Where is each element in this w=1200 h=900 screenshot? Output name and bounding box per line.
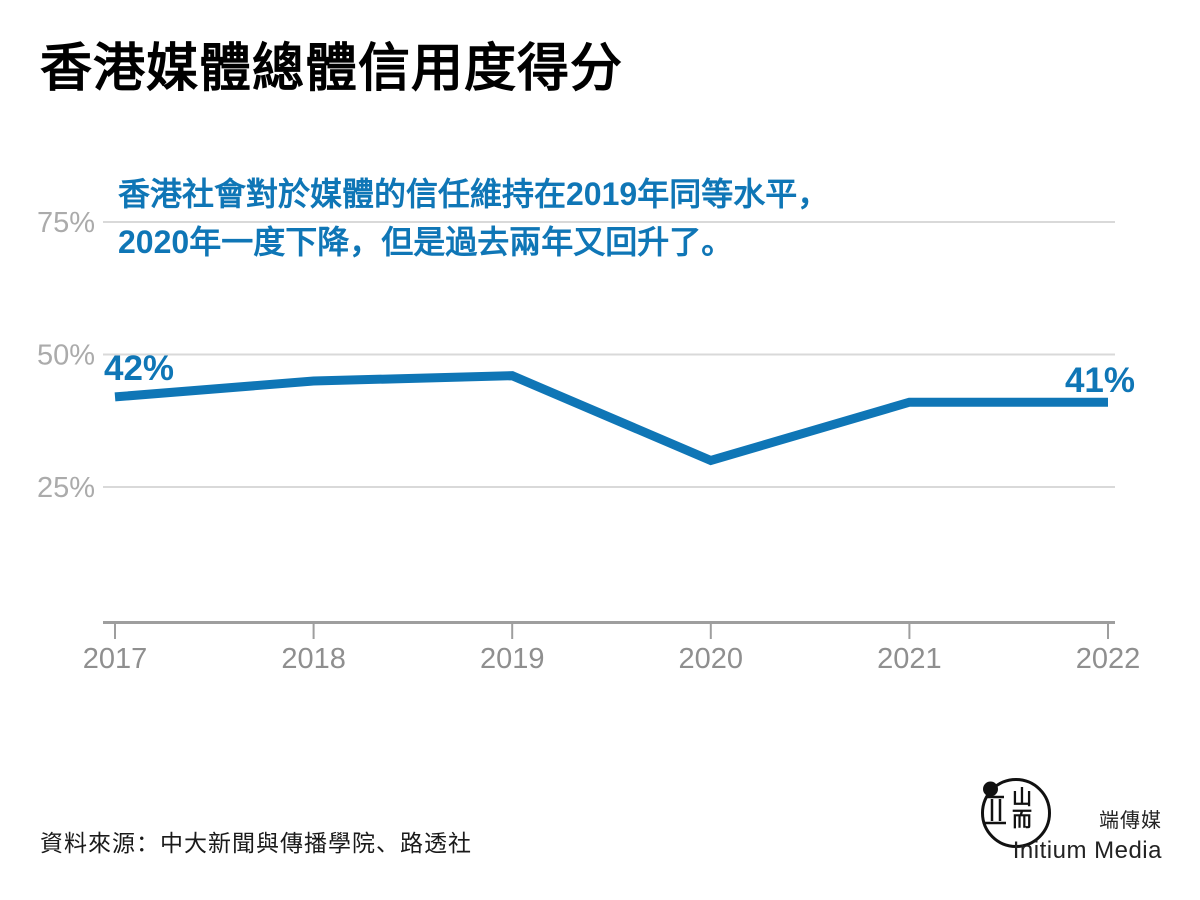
chart-title: 香港媒體總體信用度得分 bbox=[40, 40, 624, 98]
y-tick-label-50: 50% bbox=[37, 340, 95, 372]
logo-shan-glyph-icon: 山 bbox=[1012, 786, 1032, 809]
annotation-line-1: 香港社會對於媒體的信任維持在2019年同等水平， bbox=[118, 176, 830, 212]
x-tick-label-2020: 2020 bbox=[679, 643, 744, 675]
data-label-2022: 41% bbox=[1065, 361, 1135, 400]
y-tick-label-75: 75% bbox=[37, 207, 95, 239]
logo-name-zh: 端傳媒 bbox=[1099, 810, 1162, 832]
gridlines bbox=[103, 221, 1115, 488]
y-axis-labels: 75% 50% 25% bbox=[37, 207, 95, 504]
chart-annotation: 香港社會對於媒體的信任維持在2019年同等水平， 2020年一度下降，但是過去兩… bbox=[118, 170, 878, 266]
logo-name-en: Initium Media bbox=[1012, 837, 1162, 864]
trust-trend-line bbox=[114, 371, 1108, 466]
logo-er-glyph-icon: 而 bbox=[1012, 809, 1032, 831]
logo-li-glyph-icon bbox=[984, 795, 1006, 825]
logo-circle-icon bbox=[981, 778, 1051, 848]
logo-dot-icon bbox=[983, 781, 998, 797]
annotation-line-2: 2020年一度下降，但是過去兩年又回升了。 bbox=[118, 224, 734, 260]
x-tick-label-2019: 2019 bbox=[480, 643, 545, 675]
x-tick-label-2018: 2018 bbox=[281, 643, 346, 675]
x-tick-label-2021: 2021 bbox=[877, 643, 942, 675]
y-tick-label-25: 25% bbox=[37, 472, 95, 504]
logo-wordmark: 端傳媒 Initium Media bbox=[1013, 804, 1162, 865]
source-note: 資料來源：中大新聞與傳播學院、路透社 bbox=[40, 830, 472, 856]
initium-logo-icon: 山 而 bbox=[981, 778, 1051, 848]
data-label-2017: 42% bbox=[104, 349, 174, 388]
x-tick-label-2017: 2017 bbox=[83, 643, 148, 675]
x-axis: 2017 2018 2019 2020 2021 2022 bbox=[83, 621, 1141, 675]
x-tick-label-2022: 2022 bbox=[1076, 643, 1141, 675]
